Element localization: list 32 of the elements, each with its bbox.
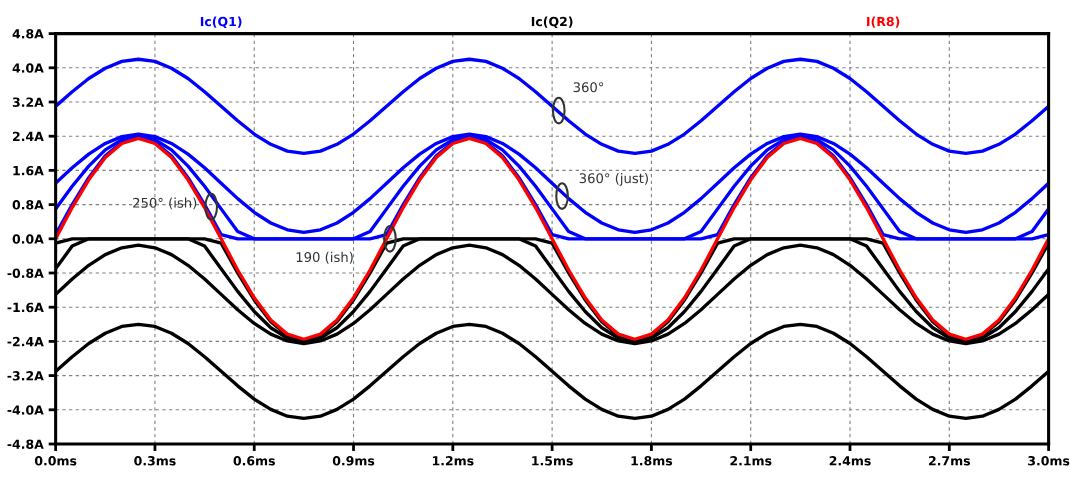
y-tick-label: 0.8A xyxy=(12,200,44,210)
annotation: 360° xyxy=(573,82,604,93)
y-tick-label: -0.8A xyxy=(7,268,44,278)
x-tick-label: 2.7ms xyxy=(928,456,971,466)
annotation: 250° (ish) xyxy=(133,197,197,210)
x-tick-label: 1.5ms xyxy=(532,456,573,466)
x-tick-label: 2.4ms xyxy=(829,456,871,466)
x-tick-label: 0.3ms xyxy=(134,456,176,466)
x-tick-label: 0.6ms xyxy=(233,456,275,466)
text: Ic(Q2) xyxy=(531,16,573,28)
y-tick-label: 3.2A xyxy=(12,97,44,107)
text: Ic(Q1) xyxy=(200,16,242,28)
x-tick-label: 1.2ms xyxy=(432,456,474,466)
y-tick-label: 2.4A xyxy=(13,131,44,141)
y-tick-label: -4.8A xyxy=(7,439,44,449)
y-tick-label: 0.0A xyxy=(12,234,44,244)
y-tick-label: -2.4A xyxy=(7,336,44,347)
y-tick-label: 1.6A xyxy=(13,165,44,176)
line-series xyxy=(55,57,1049,155)
y-tick-label: -1.6A xyxy=(7,302,44,313)
x-tick-label: 2.1ms xyxy=(730,456,772,466)
y-tick-label: -3.2A xyxy=(7,371,44,381)
x-tick-label: 3.0ms xyxy=(1028,456,1070,466)
text: I(R8) xyxy=(867,16,900,28)
x-tick-label: 0.0ms xyxy=(34,456,77,466)
annotation: 190 (ish) xyxy=(296,251,353,264)
y-tick-label: 4.8A xyxy=(12,29,44,39)
x-tick-label: 1.8ms xyxy=(631,456,673,466)
annotation: 360° (just) xyxy=(579,173,648,186)
x-tick-label: 0.9ms xyxy=(332,456,375,466)
y-tick-label: -4.0A xyxy=(7,405,44,415)
y-tick-label: 4.0A xyxy=(12,63,44,73)
